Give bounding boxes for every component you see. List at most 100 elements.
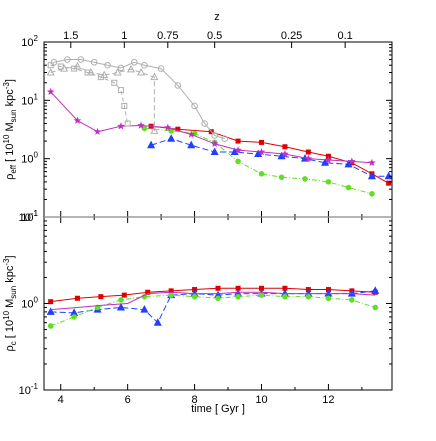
y-tick-label-bottom-0: 10-1 <box>19 382 39 397</box>
x-axis-label: time [ Gyr ] <box>191 403 245 415</box>
data-point-bottom-2-13 <box>349 297 355 303</box>
plot-frame-bottom <box>43 216 393 391</box>
data-point-top-4-13 <box>221 135 228 142</box>
data-point-bottom-0-10 <box>282 285 288 291</box>
data-point-top-1-1 <box>167 134 176 142</box>
data-point-top-4-12 <box>211 132 218 139</box>
data-point-top-2-6 <box>278 174 285 181</box>
data-point-top-6-0 <box>47 62 54 69</box>
data-point-top-5-0 <box>46 67 55 76</box>
x-tick-label-2: 8 <box>192 394 198 406</box>
data-point-top-6-2 <box>71 65 78 72</box>
series-line-bottom-3 <box>50 291 376 311</box>
z-tick-label-2: 0.75 <box>157 30 178 42</box>
data-point-bottom-2-9 <box>258 292 265 298</box>
plot-frame-top <box>43 41 393 218</box>
data-point-top-5-9 <box>150 126 159 134</box>
data-point-bottom-1-3 <box>116 302 125 311</box>
data-point-top-5-7 <box>137 67 146 76</box>
data-point-top-6-8 <box>124 120 131 127</box>
data-point-top-3-4 <box>137 121 145 129</box>
data-point-top-2-7 <box>302 176 308 182</box>
data-point-top-3-11 <box>304 154 313 162</box>
x-tick-label-3: 10 <box>255 394 267 406</box>
data-point-top-0-6 <box>305 149 311 155</box>
data-point-bottom-2-3 <box>118 297 124 303</box>
data-point-top-3-2 <box>93 127 102 135</box>
data-point-bottom-2-5 <box>168 292 174 298</box>
data-point-top-0-4 <box>259 139 264 145</box>
data-point-top-1-3 <box>210 147 219 156</box>
z-tick-label-4: 0.25 <box>281 30 302 42</box>
z-tick-label-1: 1 <box>121 30 127 42</box>
data-point-top-2-0 <box>141 125 148 132</box>
data-point-bottom-2-0 <box>47 323 54 329</box>
data-point-bottom-2-6 <box>191 293 198 300</box>
data-point-top-4-9 <box>174 82 182 89</box>
y-tick-label-bottom-1: 100 <box>21 296 38 311</box>
data-point-top-6-5 <box>111 79 118 86</box>
data-point-top-3-0 <box>46 87 55 96</box>
y-tick-label-top-0: 10-1 <box>19 209 39 224</box>
data-point-bottom-2-11 <box>305 293 312 300</box>
data-point-top-6-3 <box>84 69 91 76</box>
data-point-bottom-2-12 <box>325 295 332 302</box>
series-line-top-4 <box>53 59 225 140</box>
z-tick-label-5: 0.1 <box>338 30 353 42</box>
data-point-bottom-0-2 <box>98 294 104 300</box>
data-point-top-2-8 <box>325 179 332 185</box>
data-point-bottom-1-4 <box>140 305 149 313</box>
data-point-top-3-14 <box>368 158 376 167</box>
data-point-top-6-7 <box>121 102 128 109</box>
data-point-top-1-10 <box>367 171 376 180</box>
data-point-top-5-3 <box>86 67 95 76</box>
data-point-bottom-0-0 <box>48 299 54 305</box>
top-axis-label-z: z <box>214 11 220 23</box>
series-line-top-5 <box>50 65 155 131</box>
data-point-top-4-6 <box>131 58 138 66</box>
data-point-top-1-0 <box>147 140 156 149</box>
series-line-top-6 <box>50 64 129 124</box>
data-point-top-6-6 <box>117 87 124 94</box>
data-point-bottom-0-8 <box>235 285 241 291</box>
series-line-top-1 <box>150 138 389 177</box>
data-point-top-4-5 <box>117 64 125 72</box>
data-point-top-3-5 <box>164 123 172 131</box>
data-point-bottom-1-5 <box>153 318 162 326</box>
data-point-top-5-1 <box>60 64 69 72</box>
data-point-top-3-6 <box>187 130 196 138</box>
data-point-top-3-1 <box>73 116 82 124</box>
z-tick-label-3: 0.5 <box>207 30 222 42</box>
data-point-bottom-2-4 <box>141 293 148 300</box>
data-point-top-4-4 <box>104 61 111 69</box>
data-point-bottom-0-4 <box>145 289 151 295</box>
data-point-top-4-10 <box>191 102 198 110</box>
data-point-top-3-3 <box>117 122 125 130</box>
data-point-top-4-11 <box>201 120 208 127</box>
data-point-bottom-0-7 <box>215 285 221 291</box>
data-point-bottom-2-8 <box>235 293 241 300</box>
data-point-top-6-1 <box>57 63 64 70</box>
y-tick-label-top-1: 100 <box>21 151 38 166</box>
data-point-top-3-7 <box>210 139 219 148</box>
data-point-top-0-10 <box>386 180 392 186</box>
z-tick-label-0: 1.5 <box>63 30 78 42</box>
data-point-top-2-4 <box>235 158 241 165</box>
data-point-top-4-8 <box>157 65 165 72</box>
data-point-top-2-5 <box>258 171 265 177</box>
data-point-bottom-2-7 <box>215 295 221 302</box>
series-line-top-3 <box>50 91 372 164</box>
data-point-top-3-13 <box>348 157 356 165</box>
y-tick-label-bottom-2: 101 <box>21 209 38 224</box>
data-point-top-5-8 <box>150 72 159 81</box>
x-tick-label-4: 12 <box>322 394 334 406</box>
data-point-top-5-5 <box>113 67 122 76</box>
x-tick-label-1: 6 <box>125 394 131 406</box>
data-point-top-3-9 <box>257 148 266 156</box>
data-point-bottom-2-10 <box>282 293 288 300</box>
panel-bottom: 10-1 100 101 ρc [ 1010 Msun kpc-3] 4 6 8 10 12 ti… <box>2 209 393 415</box>
data-point-top-0-5 <box>282 144 288 150</box>
data-point-top-2-10 <box>369 190 375 197</box>
data-point-bottom-1-0 <box>46 307 55 315</box>
data-point-top-2-9 <box>345 184 352 191</box>
